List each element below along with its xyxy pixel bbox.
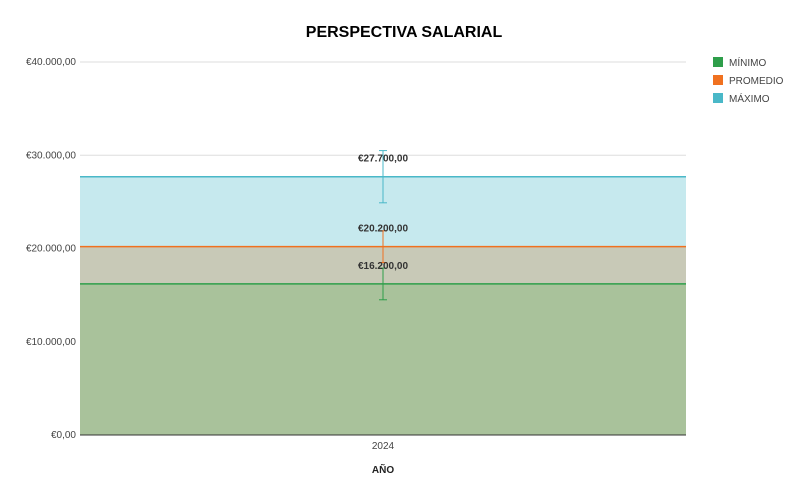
data-label: €16.200,00 <box>358 261 408 272</box>
y-tick-label: €30.000,00 <box>26 150 76 161</box>
legend-item[interactable]: MÁXIMO <box>713 92 770 105</box>
legend-item[interactable]: PROMEDIO <box>713 75 784 87</box>
y-axis-tick-labels: €0,00 €10.000,00 €20.000,00 €30.000,00 €40.0… <box>26 57 76 441</box>
legend-swatch <box>713 93 723 103</box>
y-tick-label: €10.000,00 <box>26 337 76 348</box>
series-areas <box>80 176 686 435</box>
x-axis-tick-labels: 2024 <box>372 441 395 452</box>
data-label: €27.700,00 <box>358 154 408 165</box>
data-labels: €16.200,00 €20.200,00 €27.700,00 <box>358 154 408 272</box>
legend-label: PROMEDIO <box>729 76 784 87</box>
legend[interactable]: MÍNIMO PROMEDIO MÁXIMO <box>713 56 784 105</box>
y-tick-label: €0,00 <box>51 430 76 441</box>
legend-label: MÍNIMO <box>729 56 766 69</box>
x-tick-label: 2024 <box>372 441 395 452</box>
legend-label: MÁXIMO <box>729 92 770 105</box>
x-axis-title: AÑO <box>372 463 394 476</box>
chart-title: PERSPECTIVA SALARIAL <box>306 24 503 41</box>
legend-item[interactable]: MÍNIMO <box>713 56 766 69</box>
legend-swatch <box>713 75 723 85</box>
error-bars <box>379 150 387 301</box>
area-0 <box>80 283 686 435</box>
y-tick-label: €40.000,00 <box>26 57 76 68</box>
data-label: €20.200,00 <box>358 224 408 235</box>
y-tick-label: €20.000,00 <box>26 244 76 255</box>
legend-swatch <box>713 57 723 67</box>
